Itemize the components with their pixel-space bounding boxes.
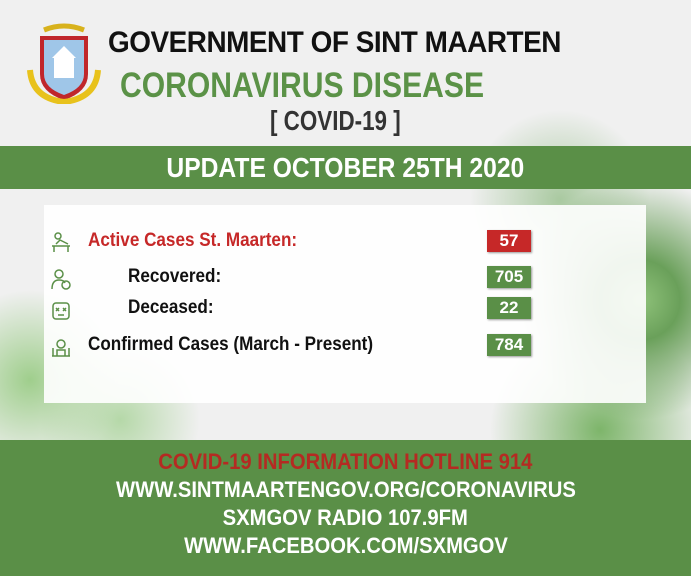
stat-value: 22	[487, 297, 531, 319]
update-banner: UPDATE OCTOBER 25TH 2020	[0, 146, 691, 189]
stat-row-confirmed: Confirmed Cases (March - Present) 784	[44, 334, 646, 358]
deceased-face-icon	[52, 302, 70, 320]
header-subtitle: CORONAVIRUS DISEASE	[120, 66, 485, 105]
patient-bed-icon	[52, 232, 70, 252]
facebook-link[interactable]: WWW.FACEBOOK.COM/SXMGOV	[183, 533, 508, 558]
stat-label: Confirmed Cases (March - Present)	[88, 334, 374, 355]
radio-text: SXMGOV RADIO 107.9FM	[222, 505, 469, 530]
footer-contact-band: COVID-19 INFORMATION HOTLINE 914 WWW.SIN…	[0, 440, 691, 576]
confirmed-cases-icon	[52, 339, 70, 357]
stat-label: Active Cases St. Maarten:	[88, 230, 298, 251]
stat-value: 57	[487, 230, 531, 252]
stat-value: 705	[487, 266, 531, 288]
website-link[interactable]: WWW.SINTMAARTENGOV.ORG/CORONAVIRUS	[115, 477, 576, 502]
covid-tag: [ COVID-19 ]	[270, 105, 401, 136]
stat-label: Deceased:	[128, 297, 214, 318]
stat-value: 784	[487, 334, 531, 356]
stats-panel: Active Cases St. Maarten: 57 Recovered: …	[44, 205, 646, 403]
recovered-person-icon	[51, 269, 71, 290]
sint-maarten-coat-of-arms-logo	[27, 23, 101, 104]
header-title: GOVERNMENT OF SINT MAARTEN	[108, 26, 561, 59]
stat-row-recovered: Recovered: 705	[44, 266, 646, 290]
update-date: UPDATE OCTOBER 25TH 2020	[166, 152, 525, 183]
stat-label: Recovered:	[128, 266, 222, 287]
hotline-text: COVID-19 INFORMATION HOTLINE 914	[158, 449, 533, 474]
stat-row-deceased: Deceased: 22	[44, 297, 646, 321]
stat-row-active: Active Cases St. Maarten: 57	[44, 230, 646, 254]
